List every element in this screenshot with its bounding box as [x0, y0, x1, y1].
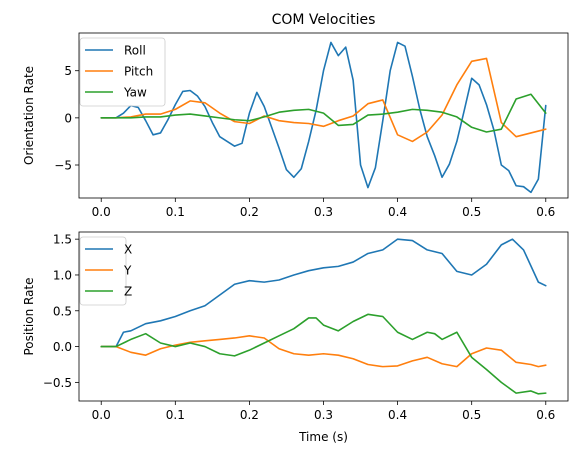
series-line-roll: [100, 41, 547, 194]
x-tick-label: 0.0: [92, 408, 111, 422]
y-tick-label: −5: [54, 159, 72, 173]
x-tick-label: 0.6: [536, 408, 555, 422]
legend-label-pitch: Pitch: [124, 65, 153, 79]
series-line-x: [100, 238, 547, 348]
series-line-z: [100, 313, 547, 395]
x-tick-label: 0.6: [536, 205, 555, 219]
x-tick-label: 0.1: [166, 205, 185, 219]
x-tick-label: 0.4: [388, 408, 407, 422]
legend: XYZ: [79, 236, 132, 306]
legend-label-yaw: Yaw: [123, 86, 147, 100]
x-tick-label: 0.4: [388, 205, 407, 219]
y-tick-label: 5: [64, 64, 72, 78]
y-axis-label: Orientation Rate: [22, 66, 36, 165]
y-tick-label: 0.5: [53, 304, 72, 318]
legend-label-roll: Roll: [124, 44, 146, 58]
legend-box: [79, 236, 127, 306]
orientation-rate-panel: 0.0 0.1 0.2 0.3 0.4 0.5 0.6 −5 0 5 COM Velocities O…: [22, 12, 569, 219]
chart-title: COM Velocities: [272, 12, 376, 28]
y-tick-label: 0.0: [53, 340, 72, 354]
x-axis-label: Time (s): [298, 430, 348, 444]
x-tick-label: 0.5: [462, 408, 481, 422]
x-tick-label: 0.3: [314, 205, 333, 219]
legend-label-x: X: [124, 243, 132, 257]
series-group: [100, 41, 547, 194]
legend-label-y: Y: [123, 264, 132, 278]
x-tick-label: 0.5: [462, 205, 481, 219]
x-tick-label: 0.2: [240, 408, 259, 422]
position-rate-panel: 0.0 0.1 0.2 0.3 0.4 0.5 0.6 −0.5 0.0 0.5 1.0 1.5 Pos…: [22, 231, 569, 444]
x-tick-label: 0.3: [314, 408, 333, 422]
legend: Roll Pitch Yaw: [79, 37, 166, 107]
x-tick-label: 0.1: [166, 408, 185, 422]
y-tick-label: 1.0: [53, 268, 72, 282]
y-tick-label: −0.5: [43, 376, 72, 390]
series-line-yaw: [100, 93, 547, 133]
legend-box: [79, 37, 166, 107]
y-tick-label: 0: [64, 111, 72, 125]
series-group: [100, 238, 547, 395]
legend-label-z: Z: [124, 285, 132, 299]
series-line-y: [100, 335, 547, 368]
series-line-pitch: [100, 57, 547, 143]
y-axis-label: Position Rate: [22, 277, 36, 355]
x-tick-label: 0.0: [92, 205, 111, 219]
y-tick-label: 1.5: [53, 233, 72, 247]
x-tick-label: 0.2: [240, 205, 259, 219]
